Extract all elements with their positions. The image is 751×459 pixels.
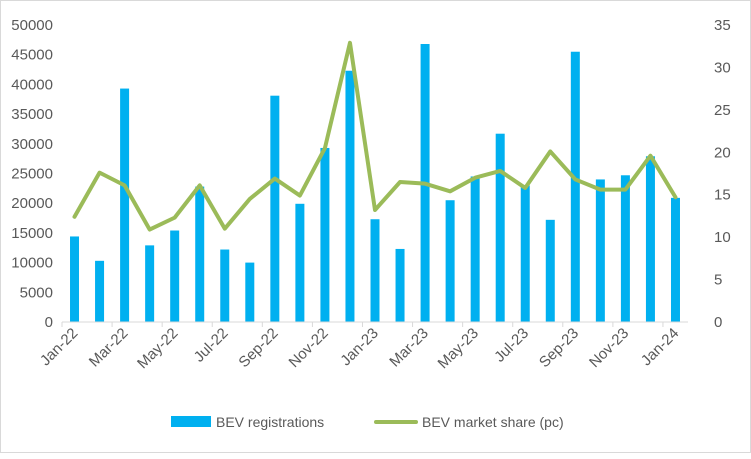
bar-sep-22 [270,95,280,322]
left-tick-label: 25000 [11,166,53,183]
bar-may-22 [170,230,180,322]
legend: BEV registrations BEV market share (pc) [171,414,564,430]
bar-apr-23 [445,200,455,322]
bar-jan-24 [670,197,680,322]
bar-mar-22 [120,88,130,322]
x-tick-label: May-22 [134,325,181,372]
left-tick-label: 40000 [11,76,53,93]
bar-dec-22 [345,70,355,323]
bar-aug-22 [245,262,255,322]
x-tick-label: Sep-22 [235,325,281,371]
axis-layer [61,321,688,327]
x-tick-label: Jan-24 [638,325,682,369]
bar-aug-23 [545,219,555,322]
bar-jan-23 [370,219,380,322]
right-tick-label: 35 [714,17,731,34]
legend-label-line: BEV market share (pc) [422,414,564,430]
x-tick-label: Mar-22 [86,325,132,371]
x-tick-label: May-23 [435,325,482,372]
left-tick-label: 20000 [11,195,53,212]
line-layer [72,40,678,232]
x-tick-label: Jan-23 [337,325,381,369]
bar-nov-23 [620,175,630,322]
bar-jul-22 [220,249,230,322]
right-tick-label: 0 [714,314,722,331]
left-tick-label: 10000 [11,255,53,272]
right-tick-label: 10 [714,229,731,246]
bars-layer [70,44,680,323]
bar-jul-23 [520,185,530,322]
right-tick-label: 5 [714,272,722,289]
legend-label-bar: BEV registrations [216,414,324,430]
bar-feb-23 [395,248,405,322]
right-axis-ticks: 0 5 10 15 20 25 30 35 [714,17,731,331]
x-tick-label: Jul-23 [491,325,532,366]
left-tick-label: 50000 [11,17,53,34]
bar-jan-22 [70,236,80,322]
right-tick-label: 15 [714,187,731,204]
legend-swatch-bar [171,416,211,427]
market-share-line [72,40,678,232]
right-tick-label: 20 [714,144,731,161]
bar-apr-22 [145,245,155,322]
bar-oct-22 [295,203,305,322]
bar-oct-23 [595,179,605,322]
left-tick-label: 45000 [11,47,53,64]
left-tick-label: 0 [45,314,53,331]
left-tick-label: 30000 [11,136,53,153]
bar-jun-22 [195,186,205,322]
x-axis-ticks: Jan-22 Mar-22 May-22 Jul-22 Sep-22 Nov-22 Jan-… [37,325,682,372]
x-tick-label: Sep-23 [536,325,582,371]
x-tick-label: Nov-23 [586,325,632,371]
x-tick-label: Jul-22 [191,325,232,366]
right-tick-label: 25 [714,102,731,119]
right-tick-label: 30 [714,59,731,76]
bar-nov-22 [320,147,330,322]
x-tick-label: Jan-22 [37,325,81,369]
left-axis-ticks: 0 5000 10000 15000 20000 25000 30000 35000 40000… [11,17,53,331]
left-tick-label: 35000 [11,106,53,123]
bar-sep-23 [570,51,580,322]
x-tick-label: Nov-22 [286,325,332,371]
left-tick-label: 5000 [20,284,53,301]
bar-dec-23 [645,156,655,322]
bar-feb-22 [95,260,105,322]
bar-may-23 [470,176,480,322]
x-tick-label: Mar-23 [386,325,432,371]
bar-jun-23 [495,133,505,322]
left-tick-label: 15000 [11,225,53,242]
